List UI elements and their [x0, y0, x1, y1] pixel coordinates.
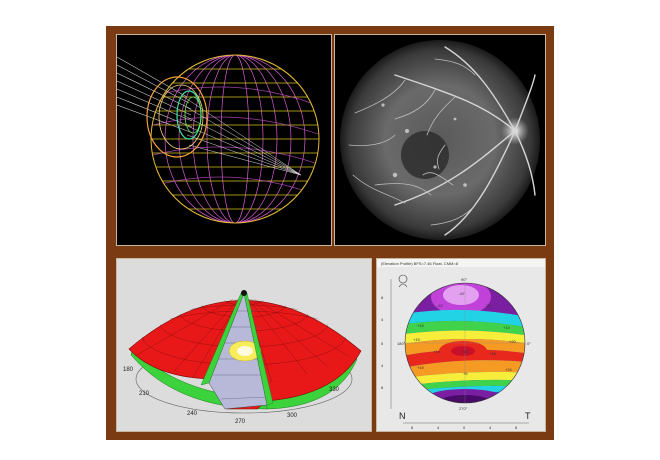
topography-header: (Elevation Profile) BFS=7.46 Float, CMM=… — [381, 261, 459, 266]
angle-label-bottom: 270° — [459, 406, 468, 411]
bottom-scale: 8 4 0 4 8 — [411, 425, 518, 430]
contour-value: +20 — [509, 339, 517, 344]
bottom-scale-0: 8 — [411, 425, 414, 430]
bottom-scale-1: 4 — [437, 425, 440, 430]
wireframe-eye-panel — [116, 34, 332, 246]
topography-panel: (Elevation Profile) BFS=7.46 Float, CMM=… — [376, 258, 546, 432]
angle-label-top: 90° — [461, 277, 467, 282]
eye-wireframe-render — [117, 54, 320, 224]
corneal-dome-render: 180 210 240 270 300 330 — [123, 290, 362, 425]
contour-value: +18 — [489, 351, 497, 356]
left-scale-0: 8 — [381, 295, 384, 300]
left-scale-3: 4 — [381, 363, 384, 368]
contour-value: +24 — [505, 367, 513, 372]
bottom-scale-4: 8 — [515, 425, 518, 430]
left-scale-1: 4 — [381, 317, 384, 322]
left-scale-2: 0 — [381, 341, 384, 346]
contour-value: +13 — [503, 325, 511, 330]
contour-value: +32 — [461, 349, 469, 354]
dome-tick-210: 210 — [139, 391, 150, 397]
figure-frame: 180 210 240 270 300 330 (Elevation Profi… — [106, 26, 554, 440]
left-scale-4: 8 — [381, 385, 384, 390]
angiogram-panel — [334, 34, 546, 246]
contour-value: +19 — [413, 337, 421, 342]
contour-value: -25 — [485, 303, 492, 308]
contour-value: +19 — [417, 365, 425, 370]
left-scale: 8 4 0 4 8 — [381, 295, 384, 390]
bottom-scale-2: 0 — [463, 425, 466, 430]
contour-value: -43 — [457, 395, 464, 400]
dome-tick-240: 240 — [187, 411, 198, 417]
direction-temporal: T — [525, 411, 531, 421]
contour-value: +5 — [463, 371, 468, 376]
dome-tick-300: 300 — [287, 413, 298, 419]
contour-values: -67 -42 -25 +15 +13 +19 +20 +14 +32 +18 … — [413, 291, 517, 400]
dome-tick-270: 270 — [235, 419, 246, 425]
angle-label-right: 0° — [527, 341, 531, 346]
retinal-angiogram — [340, 40, 540, 240]
angle-label-left: 180° — [397, 341, 406, 346]
dome-tick-180: 180 — [123, 367, 134, 373]
direction-nasal: N — [399, 411, 406, 421]
contour-value: +15 — [417, 323, 425, 328]
dome-model-panel: 180 210 240 270 300 330 — [116, 258, 372, 432]
head-orientation-icon — [398, 274, 408, 288]
dome-tick-330: 330 — [329, 387, 340, 393]
contour-value: +14 — [433, 349, 441, 354]
contour-value: -42 — [437, 303, 444, 308]
bottom-scale-3: 4 — [489, 425, 492, 430]
contour-value: -67 — [459, 291, 466, 296]
topography-map: (Elevation Profile) BFS=7.46 Float, CMM=… — [377, 259, 545, 430]
